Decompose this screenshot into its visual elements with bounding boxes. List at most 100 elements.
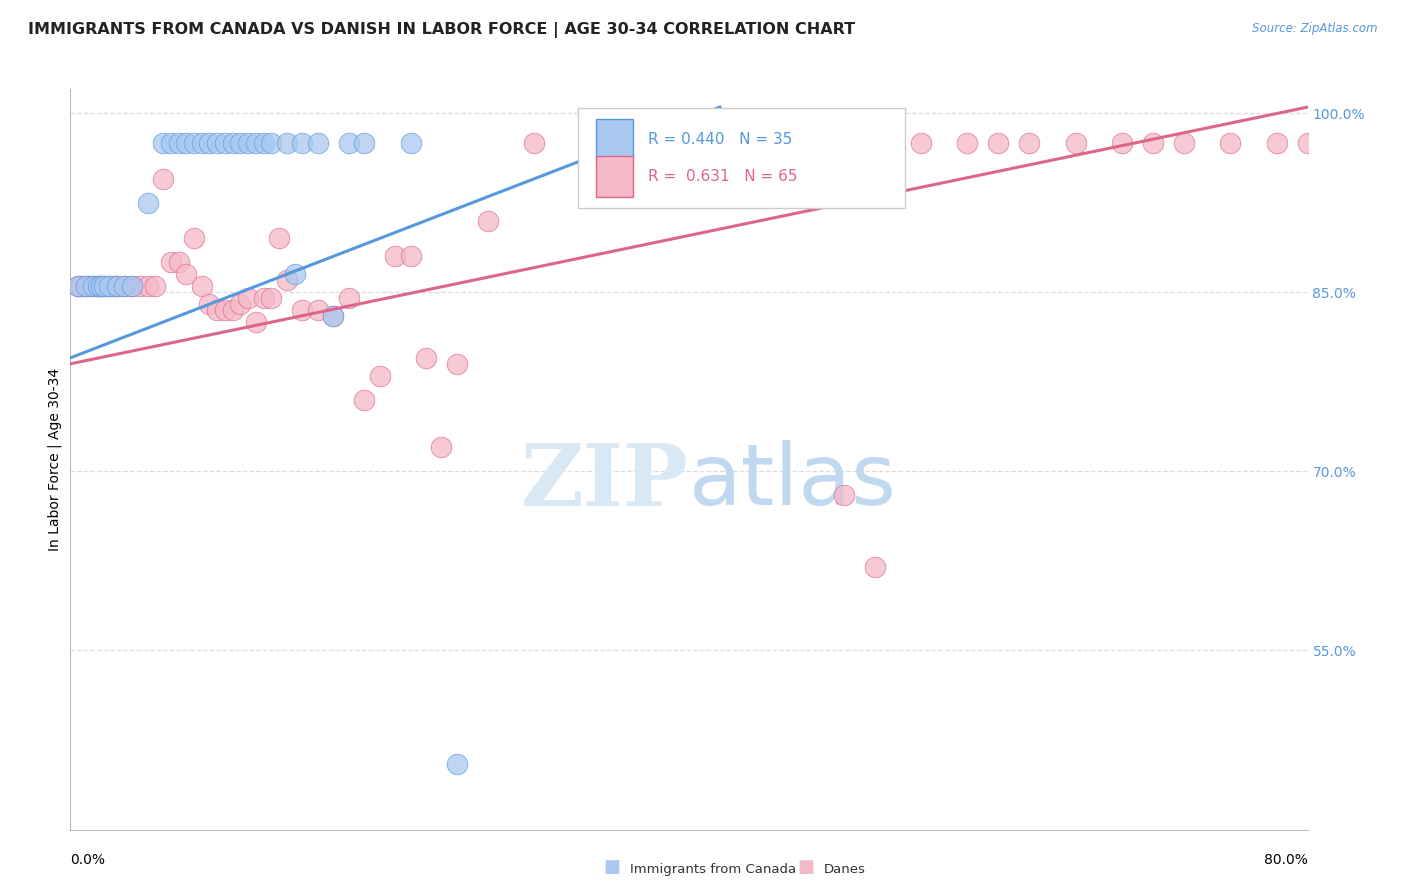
Point [214,136,236,150]
Point [1173,136,1195,150]
Point [477,213,499,227]
Point [399,136,422,150]
Point [1111,136,1133,150]
Point [145,279,166,293]
Point [709,136,731,150]
Point [245,136,267,150]
Point [114,279,135,293]
Point [98,279,120,293]
Point [253,291,276,305]
Point [322,309,344,323]
Point [98,279,120,293]
Point [260,136,283,150]
Point [103,279,125,293]
Point [446,357,468,371]
Text: ■: ■ [603,858,620,876]
Point [253,136,276,150]
Point [600,136,623,150]
Point [121,279,143,293]
Point [93,279,115,293]
Point [174,268,197,282]
Point [415,351,437,365]
Point [276,136,298,150]
Point [183,231,205,245]
Point [207,136,229,150]
Point [77,279,100,293]
Point [174,136,197,150]
Point [82,279,105,293]
Point [136,195,159,210]
Point [755,136,778,150]
Point [152,171,174,186]
Point [75,279,97,293]
Point [832,488,855,502]
Point [1265,136,1288,150]
Text: Source: ZipAtlas.com: Source: ZipAtlas.com [1253,22,1378,36]
Point [337,136,360,150]
Point [368,368,391,383]
Point [70,279,93,293]
Point [956,136,979,150]
Point [160,255,183,269]
Point [129,279,152,293]
Point [399,249,422,263]
Point [229,297,252,311]
Point [987,136,1010,150]
Text: 80.0%: 80.0% [1264,854,1308,867]
Point [82,279,105,293]
Point [291,303,314,318]
Point [269,231,291,245]
Text: Immigrants from Canada: Immigrants from Canada [630,863,796,876]
Point [238,291,260,305]
Point [430,441,453,455]
Point [1142,136,1164,150]
Point [87,279,110,293]
FancyBboxPatch shape [596,156,633,196]
Y-axis label: In Labor Force | Age 30-34: In Labor Force | Age 30-34 [48,368,62,551]
Point [1018,136,1040,150]
Point [910,136,932,150]
Text: 0.0%: 0.0% [70,854,105,867]
Point [245,315,267,329]
Point [307,136,329,150]
Point [167,255,190,269]
Point [75,279,97,293]
Point [1219,136,1241,150]
Point [307,303,329,318]
Point [136,279,159,293]
Point [446,756,468,771]
Point [276,273,298,287]
Text: R =  0.631   N = 65: R = 0.631 N = 65 [648,169,797,184]
Point [191,136,214,150]
Point [291,136,314,150]
Point [105,279,128,293]
Point [198,297,221,311]
Point [863,559,886,574]
Text: ■: ■ [797,858,814,876]
Text: R = 0.440   N = 35: R = 0.440 N = 35 [648,132,793,146]
Point [1296,136,1319,150]
Point [238,136,260,150]
Text: ZIP: ZIP [522,440,689,524]
Point [90,279,112,293]
Text: IMMIGRANTS FROM CANADA VS DANISH IN LABOR FORCE | AGE 30-34 CORRELATION CHART: IMMIGRANTS FROM CANADA VS DANISH IN LABO… [28,22,855,38]
FancyBboxPatch shape [596,119,633,160]
Point [93,279,115,293]
Text: Danes: Danes [824,863,866,876]
Point [167,136,190,150]
Point [384,249,406,263]
Point [214,303,236,318]
Point [353,136,375,150]
Point [114,279,135,293]
Point [647,136,669,150]
Point [90,279,112,293]
FancyBboxPatch shape [578,108,905,208]
Point [105,279,128,293]
Point [67,279,90,293]
Point [337,291,360,305]
Point [222,303,245,318]
Point [160,136,183,150]
Point [801,136,824,150]
Point [222,136,245,150]
Point [353,392,375,407]
